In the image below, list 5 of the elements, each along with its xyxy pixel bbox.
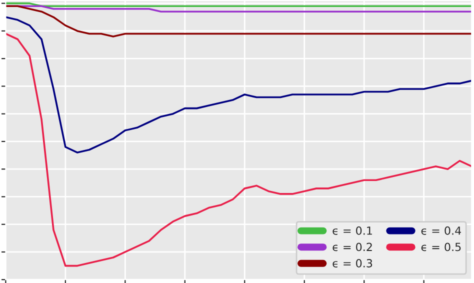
legend-label: ϵ = 0.3 xyxy=(332,259,372,268)
legend-label: ϵ = 0.1 xyxy=(332,226,372,235)
legend-label: ϵ = 0.4 xyxy=(421,226,462,235)
legend-label: ϵ = 0.5 xyxy=(421,242,461,252)
legend-label: ϵ = 0.2 xyxy=(332,242,372,252)
